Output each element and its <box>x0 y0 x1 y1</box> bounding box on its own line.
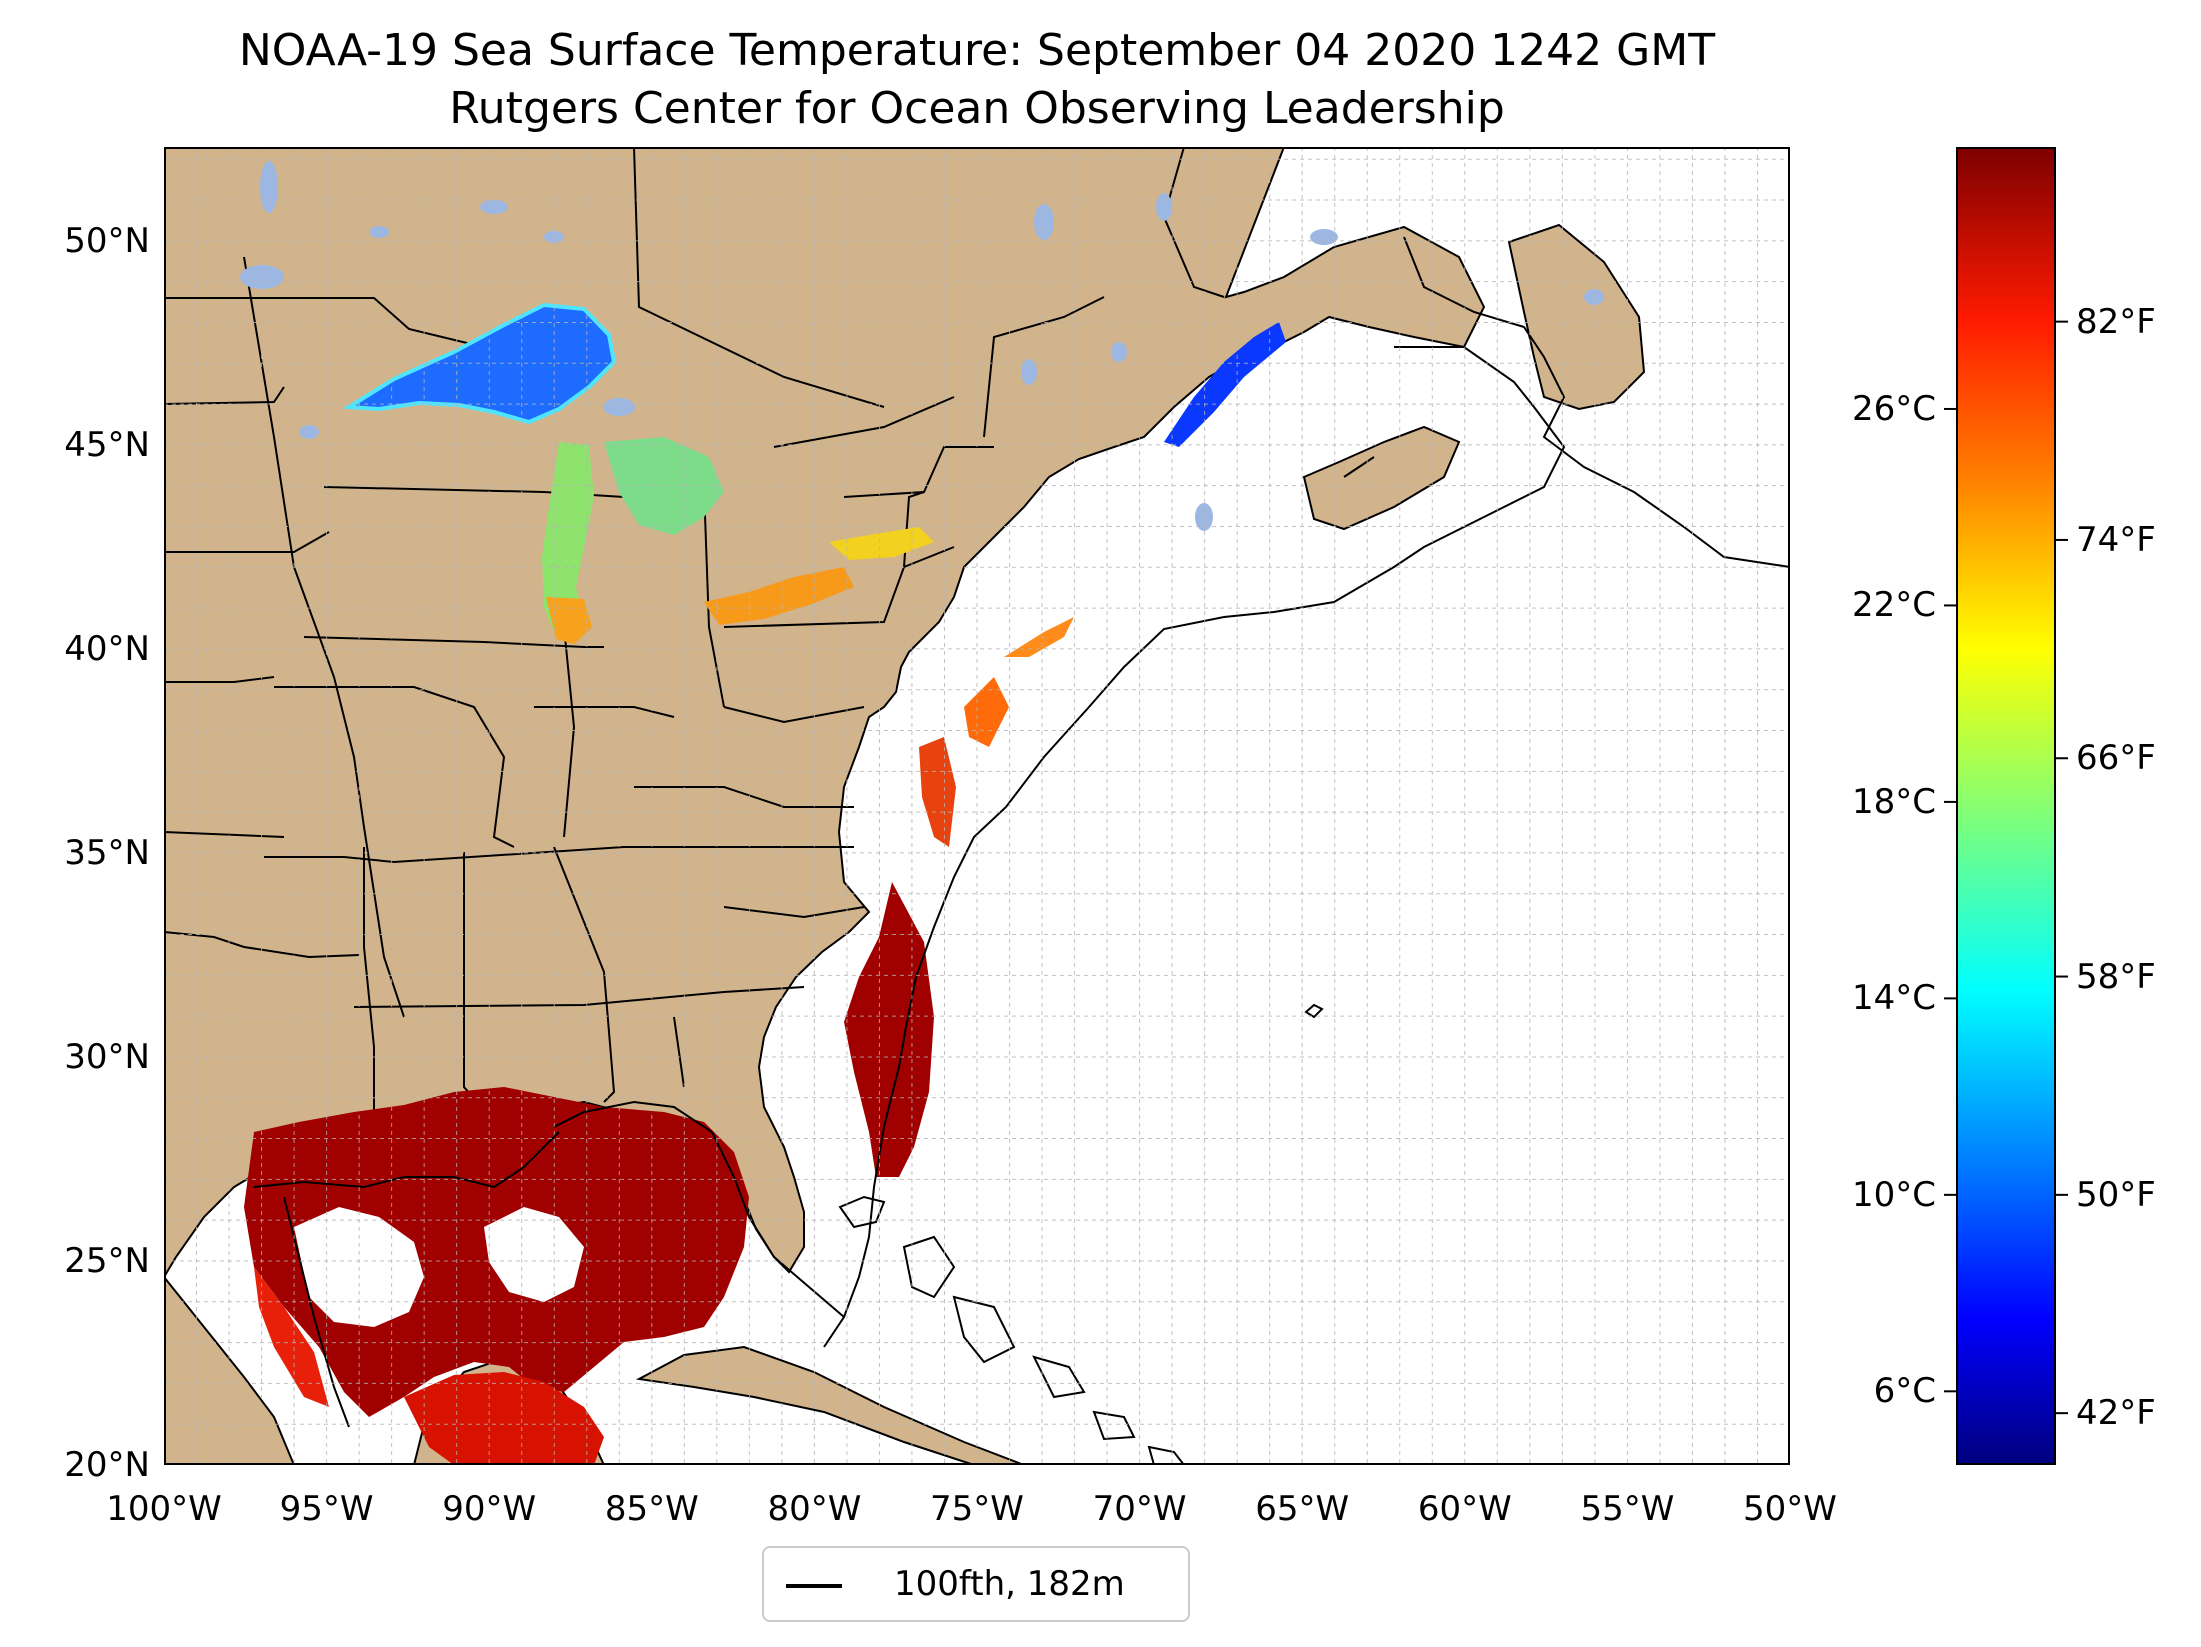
lon-tick-label: 85°W <box>604 1489 699 1529</box>
gulf-no-data-2 <box>484 1207 584 1302</box>
lat-tick-label: 45°N <box>64 424 150 465</box>
lat-tick-label: 40°N <box>64 628 150 669</box>
chesapeake-sst <box>919 737 956 847</box>
lat-tick-label: 30°N <box>64 1036 150 1077</box>
lon-tick-label: 75°W <box>930 1489 1024 1529</box>
legend-label: 100fth, 182m <box>894 1564 1125 1604</box>
land-newfoundland <box>1507 223 1646 411</box>
chart-title: NOAA-19 Sea Surface Temperature: Septemb… <box>238 25 1716 76</box>
colorbar-label-c: 6°C <box>1873 1371 1936 1412</box>
colorbar-label-c: 14°C <box>1851 978 1936 1019</box>
colorbar-label-f: 74°F <box>2076 519 2156 560</box>
map-area <box>164 147 1790 1465</box>
lake-michigan <box>542 442 594 642</box>
se-atlantic-sst <box>844 882 934 1177</box>
lat-tick-label: 20°N <box>64 1445 150 1485</box>
lon-tick-label: 100°W <box>106 1489 222 1529</box>
lon-tick-label: 60°W <box>1417 1489 1512 1529</box>
st-lawrence <box>1164 322 1286 447</box>
gridlines <box>164 147 1790 1465</box>
lon-tick-label: 55°W <box>1580 1489 1675 1529</box>
legend-line-swatch <box>786 1584 842 1588</box>
delaware-nj-sst <box>964 677 1009 747</box>
gulf-sst-west <box>254 1267 329 1407</box>
land-nova-scotia <box>1302 425 1461 531</box>
long-island-sst <box>1004 617 1074 657</box>
lat-tick-label: 25°N <box>64 1240 150 1281</box>
lake-ontario <box>829 527 934 560</box>
lat-tick-label: 50°N <box>64 220 150 261</box>
bermuda <box>1304 1003 1324 1019</box>
chart-subtitle: Rutgers Center for Ocean Observing Leade… <box>449 83 1505 134</box>
colorbar-label-c: 18°C <box>1851 781 1936 822</box>
colorbar-label-c: 22°C <box>1851 585 1936 626</box>
gulf-sst <box>244 1087 749 1465</box>
lon-tick-label: 70°W <box>1092 1489 1187 1529</box>
colorbar-label-f: 58°F <box>2076 956 2156 997</box>
colorbar-label-f: 82°F <box>2076 301 2156 342</box>
isobath-100fth <box>253 236 1790 1428</box>
colorbar-label-f: 66°F <box>2076 738 2156 779</box>
colorbar-label-c: 26°C <box>1851 388 1936 429</box>
lon-tick-label: 65°W <box>1255 1489 1350 1529</box>
lon-tick-label: 80°W <box>767 1489 862 1529</box>
lon-tick-label: 90°W <box>442 1489 537 1529</box>
land-north-america <box>164 147 1486 1279</box>
lon-tick-label: 95°W <box>279 1489 374 1529</box>
legend: 100fth, 182m <box>762 1546 1190 1622</box>
lake-michigan-south <box>546 597 592 644</box>
colorbar <box>1956 147 2056 1465</box>
lat-tick-label: 35°N <box>64 832 150 873</box>
colorbar-label-f: 50°F <box>2076 1174 2156 1215</box>
lon-tick-label: 50°W <box>1743 1489 1837 1529</box>
sst-map <box>164 147 1790 1465</box>
land-cuba <box>635 1345 1025 1465</box>
lake-erie <box>704 567 854 625</box>
colorbar-label-c: 10°C <box>1851 1174 1936 1215</box>
colorbar-label-f: 42°F <box>2076 1393 2156 1434</box>
